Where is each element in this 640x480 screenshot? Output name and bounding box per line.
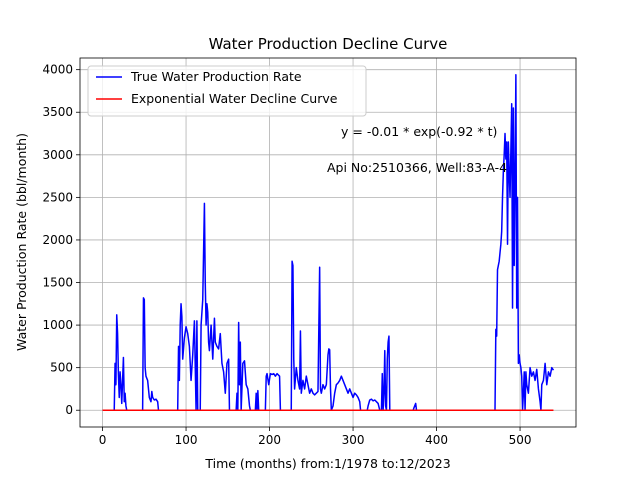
legend-label: True Water Production Rate: [130, 69, 302, 84]
annotation: y = -0.01 * exp(-0.92 * t): [341, 124, 497, 139]
x-tick-label: 300: [342, 433, 365, 447]
x-tick-label: 400: [425, 433, 448, 447]
x-tick-label: 100: [175, 433, 198, 447]
legend-label: Exponential Water Decline Curve: [131, 91, 338, 106]
x-tick-label: 200: [258, 433, 281, 447]
axes-frame: [79, 57, 577, 428]
y-tick-label: 3000: [42, 148, 73, 162]
y-tick-label: 2000: [42, 233, 73, 247]
y-tick-label: 1000: [42, 318, 73, 332]
y-axis-label: Water Production Rate (bbl/month): [14, 133, 29, 351]
annotation: Api No:2510366, Well:83-A-4: [327, 160, 507, 175]
y-tick-label: 2500: [42, 190, 73, 204]
y-tick-label: 500: [50, 361, 73, 375]
legend: True Water Production Rate Exponential Wa…: [87, 65, 367, 117]
chart-title: Water Production Decline Curve: [209, 35, 448, 53]
y-tick-label: 3500: [42, 105, 73, 119]
y-tick-label: 1500: [42, 276, 73, 290]
legend-box: [87, 65, 367, 117]
x-tick-label: 0: [99, 433, 107, 447]
data-line: [102, 74, 555, 411]
x-tick-label: 500: [509, 433, 532, 447]
x-axis-label: Time (months) from:1/1978 to:12/2023: [204, 456, 450, 471]
y-tick-label: 0: [65, 403, 73, 417]
y-tick-label: 4000: [42, 63, 73, 77]
